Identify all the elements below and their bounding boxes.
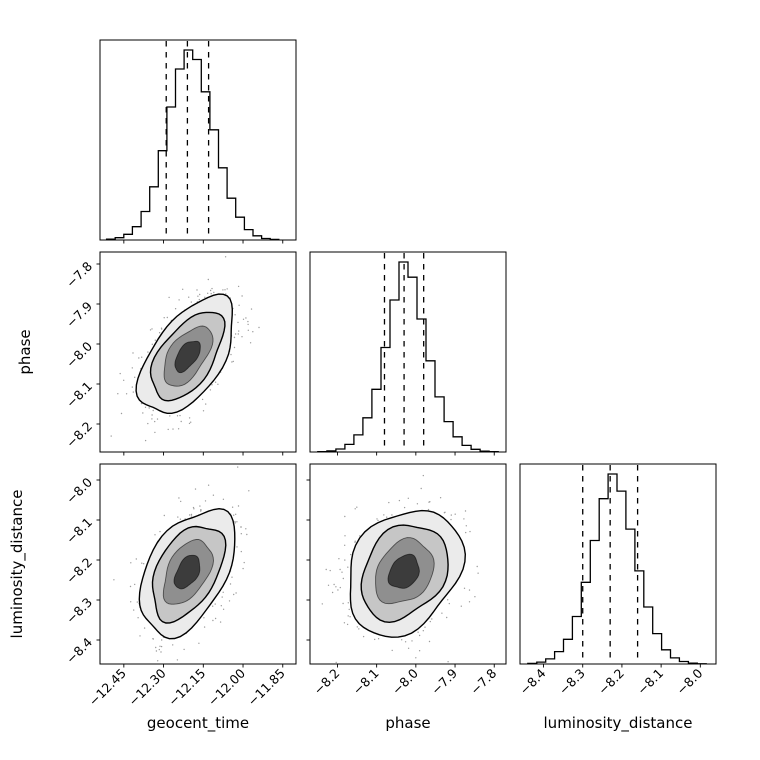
x-tick-label: −8.2 <box>595 666 627 698</box>
panel-frame <box>99 39 297 241</box>
panel-frame <box>309 463 507 665</box>
joint-panel-geocent_time-luminosity_distance: −12.45−12.30−12.15−12.00−11.85−8.4−8.3−8… <box>63 463 297 709</box>
x-ticks-geocent_time <box>123 452 284 456</box>
x-ticks-luminosity_distance: −8.4 −8.3 −8.2 −8.1 −8.0 <box>517 664 705 698</box>
x-tick-label: −7.9 <box>428 665 460 697</box>
x-ticks-phase <box>336 452 495 456</box>
x-ticks-geocent_time: −12.45−12.30−12.15−12.00−11.85 <box>86 664 288 709</box>
x-axis-title-luminosity_distance: luminosity_distance <box>544 714 693 733</box>
y-tick-label: −8.2 <box>63 419 95 451</box>
x-tick-label: −12.30 <box>125 665 168 708</box>
hist-steps <box>527 473 707 665</box>
x-axis-title-geocent_time: geocent_time <box>147 714 249 733</box>
y-tick-label: −7.8 <box>63 258 95 290</box>
y-axis-title-phase: phase <box>16 329 34 374</box>
panel-frame <box>99 251 297 453</box>
x-tick-label: −8.1 <box>350 666 382 698</box>
x-tick-label: −8.0 <box>389 665 421 697</box>
panel-frame <box>309 251 507 453</box>
contour-level-3 <box>174 340 201 374</box>
y-tick-label: −8.2 <box>63 555 95 587</box>
x-axis-title-phase: phase <box>385 714 430 732</box>
hist-steps <box>317 261 499 453</box>
y-tick-label: −7.9 <box>63 298 95 330</box>
x-tick-label: −8.0 <box>673 665 705 697</box>
x-ticks-geocent_time <box>123 240 284 244</box>
x-tick-label: −12.15 <box>165 666 208 709</box>
y-tick-label: −8.1 <box>63 379 95 411</box>
y-axis-title-luminosity_distance: luminosity_distance <box>8 490 27 639</box>
joint-panel-geocent_time-phase: −8.2 −8.1 −8.0 −7.9 −7.8 <box>63 251 297 456</box>
contour-level-3 <box>387 553 420 589</box>
hist-panel-phase <box>309 251 507 456</box>
x-ticks-phase: −8.2 −8.1 −8.0 −7.9 −7.8 <box>310 664 499 698</box>
x-tick-label: −8.4 <box>517 665 549 697</box>
x-tick-label: −12.00 <box>205 665 248 708</box>
x-tick-label: −8.2 <box>310 666 342 698</box>
contour-level-3 <box>173 554 201 590</box>
hist-steps <box>105 49 280 241</box>
y-ticks-phase: −8.2 −8.1 −8.0 −7.9 −7.8 <box>63 258 100 451</box>
panel-frame <box>99 463 297 665</box>
y-tick-label: −8.1 <box>63 515 95 547</box>
y-tick-label: −8.0 <box>63 338 95 370</box>
y-ticks-luminosity_distance <box>306 479 310 641</box>
y-tick-label: −8.4 <box>63 634 95 666</box>
x-tick-label: −12.45 <box>86 666 129 709</box>
hist-panel-geocent_time <box>99 39 297 244</box>
y-tick-label: −8.3 <box>63 595 95 627</box>
y-tick-label: −8.0 <box>63 474 95 506</box>
x-tick-label: −7.8 <box>467 665 499 697</box>
joint-panel-phase-luminosity_distance: −8.2 −8.1 −8.0 −7.9 −7.8 <box>306 463 507 698</box>
panel-frame <box>519 463 717 665</box>
x-tick-label: −8.3 <box>556 666 588 698</box>
y-ticks-luminosity_distance: −8.4 −8.3 −8.2 −8.1 −8.0 <box>63 474 100 667</box>
x-tick-label: −11.85 <box>245 666 288 709</box>
hist-panel-luminosity_distance: −8.4 −8.3 −8.2 −8.1 −8.0 <box>517 463 717 698</box>
x-tick-label: −8.1 <box>634 666 666 698</box>
